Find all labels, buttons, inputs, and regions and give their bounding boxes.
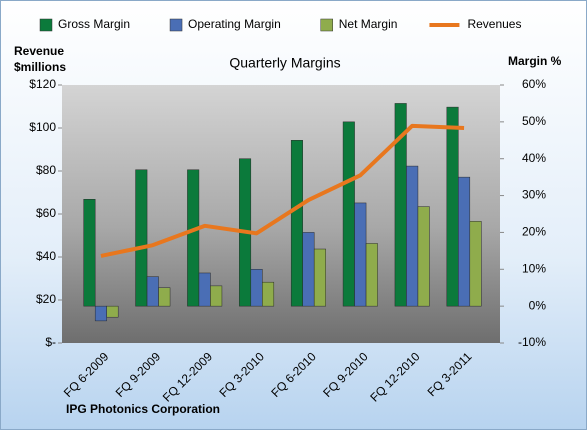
revenue-line	[100, 123, 465, 258]
y-axis-title: $millions	[14, 60, 66, 74]
bar	[469, 221, 482, 307]
y2-tick-label: 40%	[522, 151, 546, 165]
legend-label: Net Margin	[339, 17, 398, 31]
bar	[290, 140, 303, 307]
bar	[106, 305, 119, 318]
y2-tick-label: 0%	[529, 298, 547, 312]
y-tick-label: $60	[36, 206, 56, 220]
y-axis-title: Revenue	[14, 44, 64, 58]
bar	[94, 305, 107, 322]
y2-tick-label: 20%	[522, 225, 546, 239]
bar	[250, 269, 263, 307]
legend-label: Operating Margin	[188, 17, 281, 31]
y-tick-label: $20	[36, 292, 56, 306]
y-tick-label: $-	[45, 335, 56, 349]
y-tick-label: $100	[29, 120, 56, 134]
bar	[135, 169, 148, 307]
bar	[83, 199, 96, 307]
bar	[354, 202, 367, 307]
y2-tick-label: 30%	[522, 188, 546, 202]
y-tick-label: $120	[29, 77, 56, 91]
bar	[198, 272, 211, 307]
bar	[446, 106, 459, 307]
y-tick-label: $80	[36, 163, 56, 177]
bar	[342, 121, 355, 307]
bar	[417, 206, 430, 307]
bar	[210, 285, 223, 307]
y2-tick-label: 10%	[522, 261, 546, 275]
plot-area	[62, 85, 500, 343]
bar	[365, 243, 378, 307]
bar	[146, 276, 159, 307]
y2-tick-label: 50%	[522, 114, 546, 128]
bar	[262, 281, 275, 307]
chart-title: Quarterly Margins	[229, 55, 340, 71]
legend-swatch	[39, 18, 53, 32]
y2-tick-label: -10%	[518, 335, 546, 349]
legend-swatch	[169, 18, 183, 32]
bar	[187, 169, 200, 307]
source: IPG Photonics Corporation	[66, 402, 220, 416]
y2-axis-title: Margin %	[508, 54, 562, 68]
bar	[458, 176, 471, 307]
bar	[313, 248, 326, 307]
legend-label: Revenues	[467, 17, 521, 31]
y-tick-label: $40	[36, 249, 56, 263]
y2-tick-label: 60%	[522, 77, 546, 91]
legend-swatch	[320, 18, 333, 32]
bar	[158, 287, 171, 307]
bar	[302, 232, 315, 307]
legend-label: Gross Margin	[58, 17, 130, 31]
bar	[406, 165, 419, 307]
